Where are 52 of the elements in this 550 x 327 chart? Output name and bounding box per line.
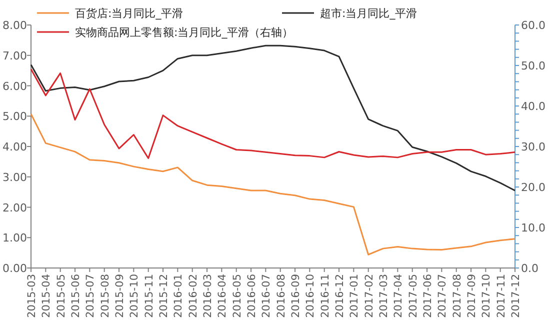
x-tick-label: 2017-06 [422, 274, 434, 318]
x-tick-label: 2017-04 [392, 274, 405, 318]
y-tick-label: 2.00 [2, 201, 27, 214]
x-tick-label: 2017-08 [451, 274, 464, 318]
x-tick-label: 2016-04 [216, 274, 229, 318]
x-tick-label: 2015-09 [114, 274, 126, 318]
y-tick-label: 8.00 [2, 19, 27, 32]
x-tick-label: 2016-06 [246, 274, 258, 318]
x-tick-label: 2016-10 [304, 274, 317, 318]
x-tick-label: 2017-05 [407, 274, 420, 318]
x-tick-label: 2017-01 [348, 274, 361, 318]
x-tick-label: 2015-03 [26, 274, 38, 318]
x-tick-label: 2017-07 [436, 274, 449, 318]
x-tick-label: 2017-02 [363, 274, 376, 318]
x-tick-label: 2017-03 [378, 274, 390, 318]
y2-tick-label: 60.0 [521, 19, 546, 32]
x-tick-label: 2016-05 [231, 274, 244, 318]
x-tick-label: 2016-01 [172, 274, 185, 318]
y-tick-label: 7.00 [2, 49, 27, 62]
legend-label: 超市:当月同比_平滑 [320, 7, 418, 20]
y2-tick-label: 40.0 [521, 100, 546, 113]
x-tick-label: 2015-10 [128, 274, 141, 318]
x-tick-label: 2016-12 [334, 274, 346, 318]
x-tick-label: 2017-10 [480, 274, 493, 318]
x-tick-label: 2017-09 [466, 274, 478, 318]
x-tick-label: 2015-07 [84, 274, 97, 318]
y-tick-label: 0.00 [2, 262, 27, 275]
y2-tick-label: 50.0 [521, 60, 546, 72]
y-tick-label: 4.00 [2, 140, 27, 154]
x-tick-label: 2015-06 [70, 274, 82, 318]
x-tick-label: 2016-07 [260, 274, 273, 318]
y-tick-label: 1.00 [2, 232, 27, 245]
y-tick-label: 6.00 [2, 80, 27, 93]
x-tick-label: 2016-02 [187, 274, 200, 318]
x-tick-label: 2016-08 [275, 274, 288, 318]
x-tick-label: 2017-11 [495, 274, 508, 318]
x-tick-label: 2015-05 [55, 274, 68, 318]
y2-tick-label: 20.0 [521, 181, 546, 194]
y2-tick-label: 10.0 [521, 222, 546, 234]
x-tick-label: 2015-04 [40, 274, 53, 318]
y-tick-label: 3.00 [2, 170, 27, 184]
x-tick-label: 2017-12 [510, 274, 522, 318]
x-tick-label: 2015-08 [99, 274, 112, 318]
x-tick-label: 2016-03 [202, 274, 214, 318]
legend-label: 百货店:当月同比_平滑 [75, 7, 184, 20]
x-tick-label: 2016-09 [290, 274, 302, 318]
y2-tick-label: 0.0 [521, 262, 538, 275]
x-tick-label: 2015-11 [143, 274, 156, 318]
x-tick-label: 2015-12 [158, 274, 170, 318]
y2-tick-label: 30.0 [521, 140, 546, 154]
x-tick-label: 2016-11 [319, 274, 332, 318]
y-tick-label: 5.00 [2, 110, 27, 124]
